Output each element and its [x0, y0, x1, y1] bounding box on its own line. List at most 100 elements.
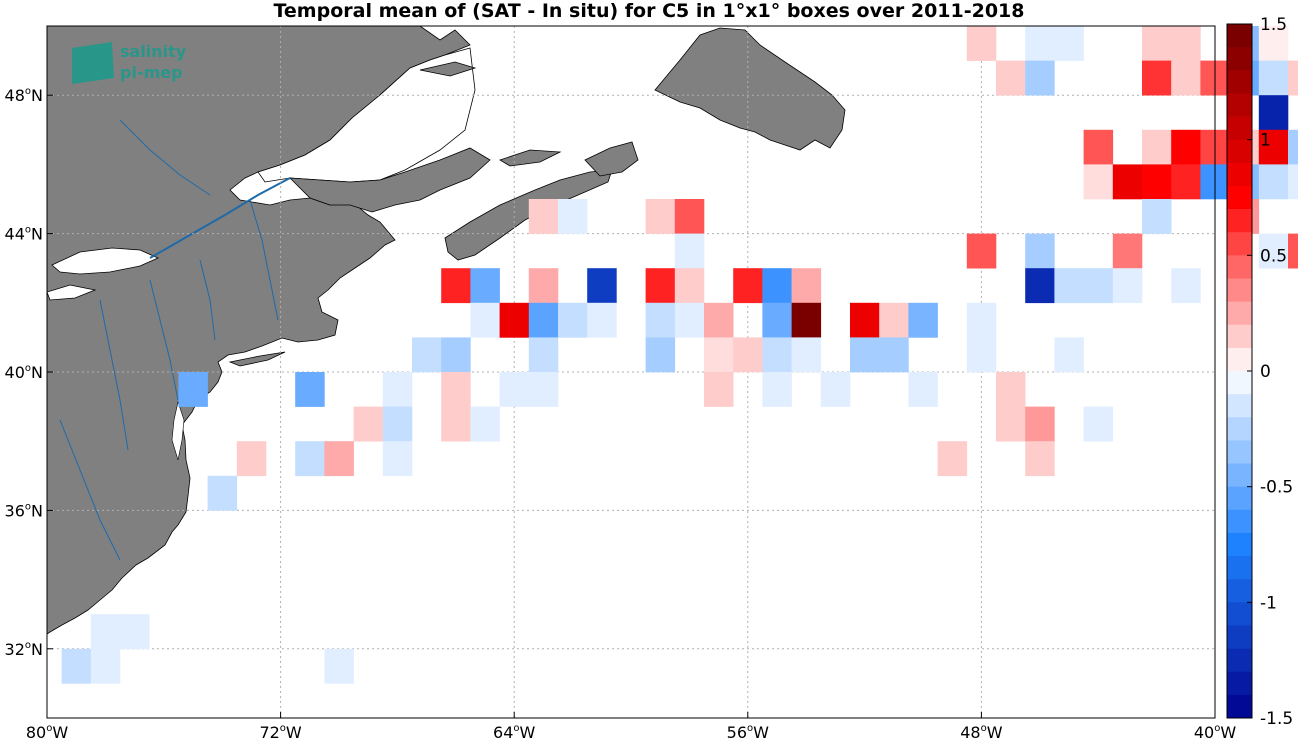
heatmap-cell — [645, 337, 676, 373]
logo-line2: pi-mep — [120, 63, 183, 82]
heatmap-cell — [1054, 337, 1084, 373]
heatmap-cell — [1112, 233, 1143, 269]
heatmap-cell — [937, 441, 968, 477]
colorbar-segment — [1227, 625, 1252, 649]
colorbar-segment — [1227, 232, 1252, 256]
heatmap-cell — [674, 233, 705, 269]
x-tick-label: 56oW — [727, 723, 769, 740]
heatmap-cell — [528, 268, 559, 304]
x-tick-label: 72oW — [259, 723, 301, 740]
heatmap-cell — [1083, 268, 1114, 304]
heatmap-cell — [762, 268, 792, 304]
heatmap-cell — [324, 441, 354, 477]
heatmap-cell — [1258, 164, 1289, 200]
heatmap-cell — [762, 372, 792, 407]
heatmap-cell — [1288, 129, 1298, 165]
colorbar-segment — [1227, 162, 1252, 187]
colorbar-tick-label: 0.5 — [1260, 246, 1287, 266]
heatmap-cell — [966, 337, 997, 373]
heatmap-cell — [558, 199, 588, 234]
river-1 — [99, 299, 129, 451]
heatmap-cell — [295, 441, 325, 477]
heatmap-cell — [1288, 233, 1298, 269]
y-tick-label: 32oN — [5, 640, 43, 659]
river-6 — [119, 119, 211, 196]
heatmap-cell — [1112, 164, 1143, 200]
heatmap-cell — [908, 372, 938, 407]
heatmap-cell — [908, 302, 938, 338]
heatmap-cell — [1142, 199, 1172, 234]
heatmap-cell — [1142, 129, 1172, 165]
colorbar-tick-label: -1.5 — [1260, 709, 1293, 729]
colorbar-segment — [1227, 579, 1252, 603]
heatmap-cell — [441, 406, 471, 442]
heatmap-cell — [733, 268, 763, 304]
heatmap-cell — [61, 648, 92, 684]
heatmap-cell — [382, 372, 413, 407]
logo-icon — [72, 42, 114, 84]
heatmap-cell — [791, 268, 822, 304]
heatmap-cell — [1025, 406, 1055, 442]
pei-island — [499, 149, 562, 167]
heatmap-cell — [1083, 129, 1114, 165]
heatmap-cell — [528, 199, 559, 234]
heatmap-cell — [1171, 60, 1201, 96]
heatmap-cell — [587, 268, 617, 304]
heatmap-cell — [499, 302, 530, 338]
heatmap-cell — [879, 302, 909, 338]
river-5 — [249, 199, 279, 321]
colorbar-segment — [1227, 463, 1252, 488]
x-tick-label: 80oW — [26, 723, 68, 740]
heatmap-cell — [1025, 26, 1055, 61]
heatmap-cell — [236, 441, 267, 477]
heatmap-cell — [1083, 406, 1114, 442]
colorbar-tick-label: -1 — [1260, 593, 1277, 613]
heatmap-cell — [1171, 26, 1201, 61]
anticosti-island — [419, 61, 477, 77]
newfoundland — [654, 27, 846, 151]
heatmap-cell — [966, 233, 997, 269]
colorbar-segment — [1227, 255, 1252, 279]
heatmap-cell — [382, 406, 413, 442]
heatmap-cell — [441, 337, 471, 373]
heatmap-cell — [1142, 164, 1172, 200]
heatmap-cell — [674, 199, 705, 234]
heatmap-cell — [470, 268, 500, 304]
heatmap-cell — [1112, 268, 1143, 304]
heatmap-cell — [587, 302, 617, 338]
colorbar-segment — [1227, 371, 1252, 395]
colorbar-segment — [1227, 347, 1252, 372]
colorbar-segment — [1227, 93, 1252, 117]
heatmap-cell — [1025, 60, 1055, 96]
heatmap-cell — [178, 372, 208, 407]
heatmap-cell — [674, 302, 705, 338]
colorbar-segment — [1227, 185, 1252, 210]
colorbar-segment — [1227, 648, 1252, 673]
great-lakes-water-2 — [47, 284, 97, 301]
colorbar-segment — [1227, 139, 1252, 164]
heatmap-cell — [820, 372, 851, 407]
heatmap-cell — [528, 372, 559, 407]
heatmap-cell — [645, 268, 676, 304]
heatmap-cell — [90, 648, 121, 684]
heatmap-cell — [1258, 233, 1289, 269]
heatmap-cell — [966, 302, 997, 338]
heatmap-cell — [1025, 441, 1055, 477]
great-lakes-water — [51, 247, 159, 275]
y-tick-label: 44oN — [5, 225, 43, 244]
heatmap-cell — [412, 337, 442, 373]
colorbar-tick-label: -0.5 — [1260, 478, 1293, 498]
colorbar-segment — [1227, 532, 1252, 557]
colorbar-segment — [1227, 671, 1252, 696]
colorbar-segment — [1227, 440, 1252, 464]
heatmap-cell — [1171, 164, 1201, 200]
heatmap-cell — [295, 372, 325, 407]
colorbar-tick-label: 1.5 — [1260, 15, 1287, 35]
y-tick-label: 40oN — [5, 363, 43, 382]
heatmap-cell — [1288, 60, 1298, 96]
river-3 — [199, 259, 216, 341]
heatmap-cell — [324, 648, 354, 684]
colorbar-segment — [1227, 486, 1252, 511]
colorbar — [1226, 23, 1253, 719]
colorbar-segment — [1227, 70, 1252, 94]
